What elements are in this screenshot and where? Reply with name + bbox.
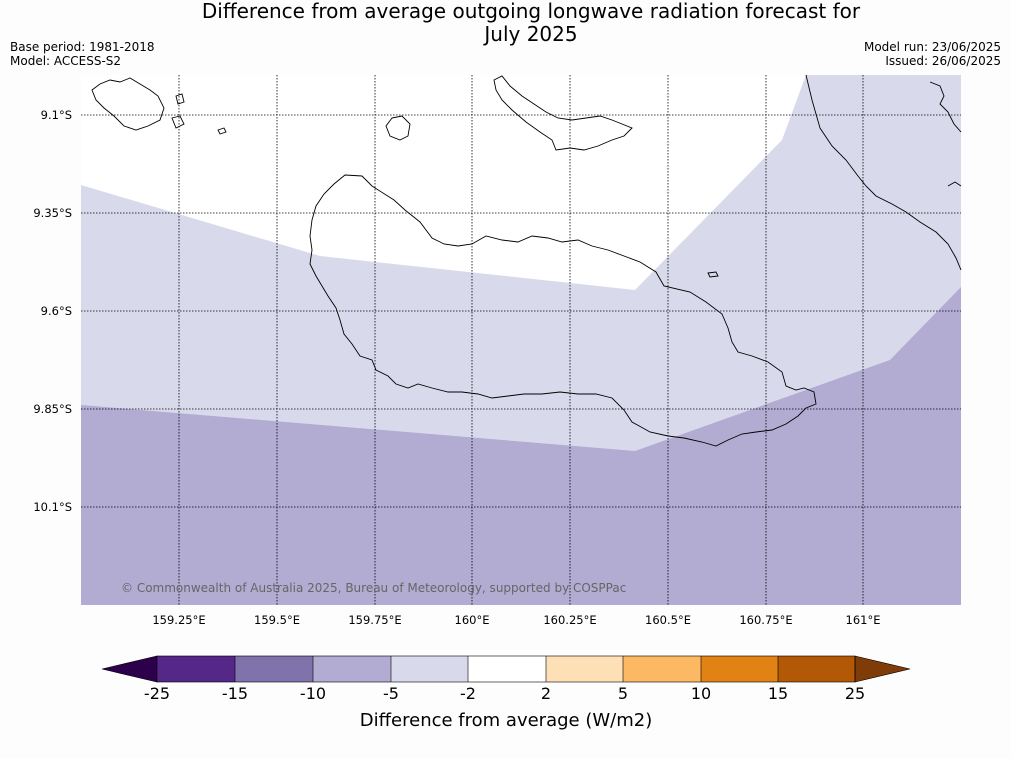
- colorbar-tick: 25: [845, 684, 865, 703]
- lat-label: 9.85°S: [33, 402, 72, 416]
- colorbar-segment: [623, 656, 701, 682]
- florida-islet-2: [217, 127, 227, 135]
- latitude-labels: 9.1°S 9.35°S 9.6°S 9.85°S 10.1°S: [33, 108, 72, 514]
- makira-islet: [947, 181, 962, 187]
- title-line-1: Difference from average outgoing longwav…: [201, 0, 861, 23]
- florida-islands-west: [91, 77, 165, 131]
- region-minus10-to-minus5: [81, 287, 961, 605]
- colorbar-tick: -25: [144, 684, 170, 703]
- lat-label: 9.35°S: [33, 206, 72, 220]
- guadalcanal-coast: [309, 174, 817, 447]
- colorbar-tick: 2: [541, 684, 551, 703]
- map-panel: © Commonwealth of Australia 2025, Bureau…: [81, 74, 962, 605]
- colorbar-segment: [546, 656, 623, 682]
- colorbar-segment: [701, 656, 778, 682]
- longitude-labels: 159.25°E 159.5°E 159.75°E 160°E 160.25°E…: [152, 613, 880, 627]
- title-line-2: July 2025: [484, 22, 578, 46]
- colorbar-tick: 15: [768, 684, 788, 703]
- colorbar-label: Difference from average (W/m2): [360, 710, 652, 731]
- lon-label: 159.75°E: [348, 613, 401, 627]
- makira-coast: [805, 74, 962, 271]
- map-title: Difference from average outgoing longwav…: [150, 0, 912, 46]
- lat-label: 9.6°S: [41, 304, 72, 318]
- colorbar-over-arrow: [854, 655, 911, 683]
- metadata-left: Base period: 1981-2018 Model: ACCESS-S2: [10, 40, 155, 68]
- lon-label: 160.75°E: [739, 613, 792, 627]
- florida-islet-3: [175, 93, 185, 105]
- colorbar-tick: -10: [300, 684, 326, 703]
- colorbar-tick: -2: [460, 684, 476, 703]
- colorbar-segment: [778, 656, 855, 682]
- colorbar-under-arrow: [101, 655, 158, 683]
- colorbar-segment: [391, 656, 468, 682]
- lon-label: 161°E: [846, 613, 881, 627]
- florida-islet-1: [171, 115, 185, 129]
- gridlines: [81, 75, 961, 605]
- colorbar-tick: -15: [222, 684, 248, 703]
- base-period: Base period: 1981-2018: [10, 40, 155, 54]
- colorbar-tick: -5: [383, 684, 399, 703]
- issued-date: Issued: 26/06/2025: [885, 54, 1001, 68]
- model-run-date: Model run: 23/06/2025: [863, 40, 1001, 54]
- colorbar-tick: 10: [691, 684, 711, 703]
- model-name: Model: ACCESS-S2: [10, 54, 122, 68]
- lon-label: 159.25°E: [152, 613, 205, 627]
- colorbar-tick: 5: [618, 684, 628, 703]
- small-islet: [707, 271, 719, 278]
- lon-label: 160°E: [455, 613, 490, 627]
- lat-label: 10.1°S: [33, 500, 72, 514]
- colorbar-segment: [157, 656, 235, 682]
- malaita-west: [493, 75, 633, 151]
- copyright-notice: © Commonwealth of Australia 2025, Bureau…: [121, 581, 626, 595]
- lon-label: 160.25°E: [543, 613, 596, 627]
- colorbar: -25 -15 -10 -5 -2 2 5 10 15 25 Differenc…: [101, 655, 911, 731]
- lat-label: 9.1°S: [41, 108, 72, 122]
- makira-east: [929, 81, 962, 133]
- savo-island: [385, 115, 411, 141]
- colorbar-segment: [468, 656, 546, 682]
- lon-label: 160.5°E: [645, 613, 691, 627]
- colorbar-segment: [313, 656, 391, 682]
- metadata-right: Model run: 23/06/2025 Issued: 26/06/2025: [864, 40, 1001, 68]
- coastlines: [91, 74, 962, 447]
- colorbar-segment: [235, 656, 313, 682]
- lon-label: 159.5°E: [254, 613, 300, 627]
